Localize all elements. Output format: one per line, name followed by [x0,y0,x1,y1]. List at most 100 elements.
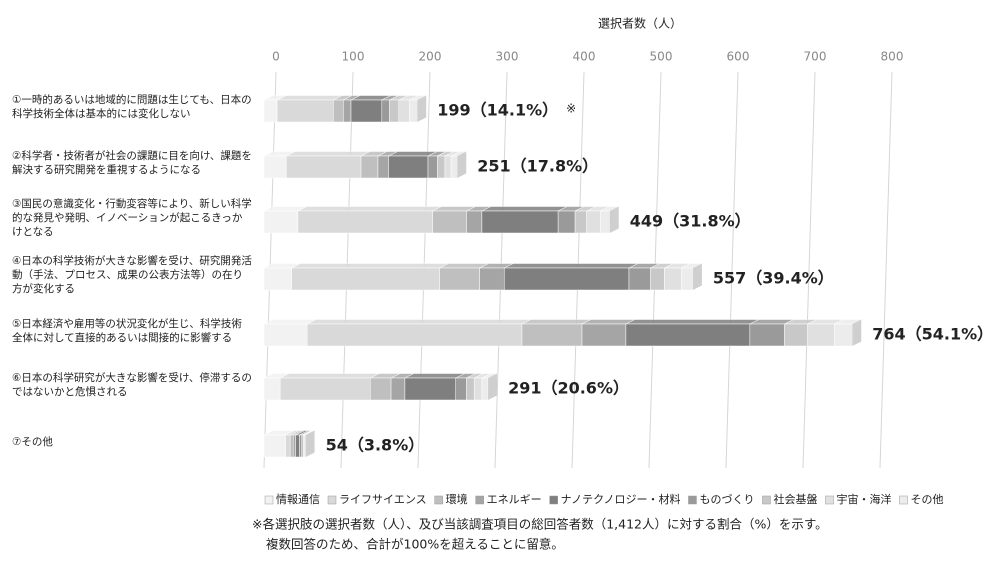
bar-segment [749,323,785,347]
bar-top [504,263,639,269]
bar-segment [681,267,694,291]
category-label: ⑤日本経済や雇用等の状況変化が生じ、科学技術全体に対して直接的あるいは間接的に影… [12,318,242,344]
legend-swatch [475,495,484,505]
bar-segment [466,210,483,234]
bar-segment [263,377,281,401]
category-label: ⑥日本の科学研究が大きな影響を受け、停滞するのではないかと危惧される [12,372,252,398]
bar-segment [293,434,296,458]
bar-segment [263,99,278,123]
bar-segment [304,434,306,458]
bar-side [852,319,862,346]
bar-segment [289,434,294,458]
bar-segment [479,267,505,291]
legend-label: ライフサイエンス [339,493,427,506]
bar-segment [650,267,665,291]
bar-segment [388,155,429,179]
bar-segment [473,377,483,401]
x-tick-label: 500 [650,50,673,64]
bar-segment [557,210,576,234]
bar-segment [285,434,291,458]
bar-segment [834,323,853,347]
bar-segment [398,99,410,123]
bar-segment [481,377,489,401]
bar-segment [370,377,392,401]
bar-segment [625,323,751,347]
legend-swatch [327,495,337,505]
bar-top [280,373,380,379]
legend-label: ナノテクノロジー・材料 [561,492,681,506]
x-tick-label: 0 [272,50,280,64]
bar-segment [276,99,334,123]
x-tick-label: 300 [496,50,519,64]
legend-swatch [434,495,443,505]
category-label: ②科学者・技術者が社会の課題に目を向け、課題を解決する研究開発を重視するようにな… [12,150,252,176]
bar-segment [455,377,467,401]
bar-segment [263,434,286,458]
bar-segment [389,99,400,123]
bar-segment [295,434,300,458]
bar-side [488,373,498,400]
bar-segment [574,210,587,234]
bar-segment [439,267,480,291]
bar-segment [306,323,523,347]
bar-segment [503,267,630,291]
value-label: 557（39.4%） [713,269,834,288]
bar-segment [404,377,456,401]
value-label: 449（31.8%） [630,212,751,231]
legend-swatch [762,495,771,505]
bar-side [417,95,427,122]
value-label: 54（3.8%） [326,436,425,455]
bar-top [291,263,449,269]
bar-segment [350,99,383,123]
bar-segment [481,210,559,234]
category-label: ④日本の科学技術が大きな影響を受け、研究開発活動（手法、プロセス、成果の公表方法… [12,255,252,295]
bar-segment [343,99,352,123]
legend-swatch [899,495,908,505]
bar-top [625,319,759,325]
bar-top [521,319,592,325]
footnote: ※各選択肢の選択者数（人）、及び当該調査項目の総回答者数（1,412人）に対する… [252,517,828,532]
bar-segment [600,210,610,234]
bar-top [286,151,371,157]
bar-segment [437,155,446,179]
bar-segment [291,267,440,291]
bar-segment [466,377,475,401]
grid-line [725,71,739,469]
value-label: 291（20.6%） [508,379,629,398]
bar-segment [586,210,601,234]
bar-segment [521,323,583,347]
bar-segment [360,155,379,179]
bar-top [297,206,442,212]
bar-segment [377,155,389,179]
bar-side [692,263,702,290]
bar-segment [450,155,458,179]
bar-side [609,206,619,233]
annotation: ※ [566,102,576,116]
bar-segment [444,155,452,179]
footnote: 複数回答のため、合計が100%を超えることに留意。 [266,537,564,552]
bar-segment [664,267,682,291]
x-axis-title: 選択者数（人） [598,16,682,31]
bar-segment [581,323,627,347]
category-label: ⑦その他 [12,436,53,448]
x-tick-label: 400 [573,50,596,64]
bar-side [457,151,467,178]
legend-label: エネルギー [487,493,542,506]
value-label: 251（17.8%） [477,157,598,176]
bar-segment [432,210,467,234]
bar-segment [263,323,308,347]
bar-segment [263,155,287,179]
bar-segment [297,210,433,234]
legend-label: 社会基盤 [773,492,817,506]
bar-segment [381,99,390,123]
legend-swatch [549,495,558,505]
bar-side [305,430,315,457]
legend-label: その他 [910,493,943,506]
legend-label: 情報通信 [276,493,320,506]
legend-label: 環境 [446,492,468,506]
bar-segment [286,155,362,179]
legend-label: 宇宙・海洋 [836,492,891,506]
x-tick-label: 200 [419,50,442,64]
